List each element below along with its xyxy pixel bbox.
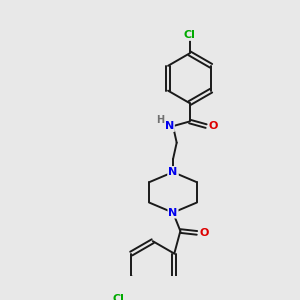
Text: O: O bbox=[209, 121, 218, 131]
Text: Cl: Cl bbox=[184, 30, 196, 40]
Text: N: N bbox=[168, 167, 178, 177]
Text: N: N bbox=[168, 167, 178, 177]
Text: H: H bbox=[156, 115, 164, 125]
Text: N: N bbox=[165, 121, 174, 131]
Text: O: O bbox=[200, 228, 209, 238]
Text: Cl: Cl bbox=[112, 294, 124, 300]
Text: N: N bbox=[168, 208, 178, 218]
